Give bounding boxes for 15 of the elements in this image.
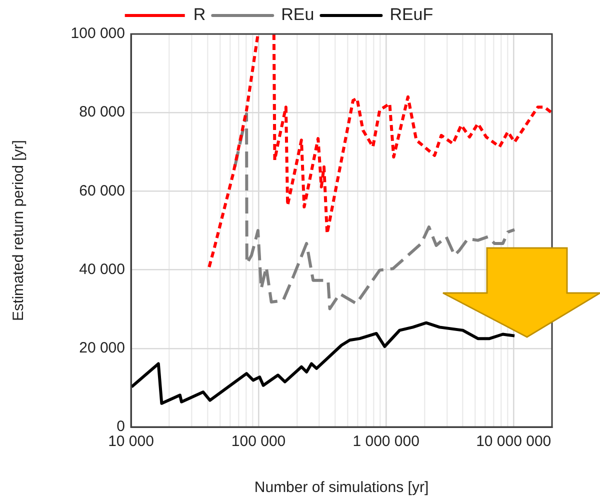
legend-label: REu <box>281 5 314 24</box>
x-tick-label: 10 000 <box>108 433 154 450</box>
y-tick-label: 40 000 <box>79 260 125 278</box>
x-axis-title: Number of simulations [yr] <box>254 479 429 496</box>
legend-label: R <box>193 5 206 24</box>
x-tick-label: 10 000 000 <box>476 433 552 450</box>
x-tick-label: 100 000 <box>231 433 286 450</box>
y-tick-label: 100 000 <box>70 25 125 42</box>
y-axis-title: Estimated return period [yr] <box>10 140 28 321</box>
y-tick-label: 20 000 <box>79 340 125 357</box>
legend-label: REuF <box>390 5 434 24</box>
y-tick-label: 60 000 <box>79 182 125 200</box>
y-tick-label: 80 000 <box>79 104 125 121</box>
x-tick-label: 1 000 000 <box>352 433 420 450</box>
y-tick-label: 0 <box>116 418 125 436</box>
